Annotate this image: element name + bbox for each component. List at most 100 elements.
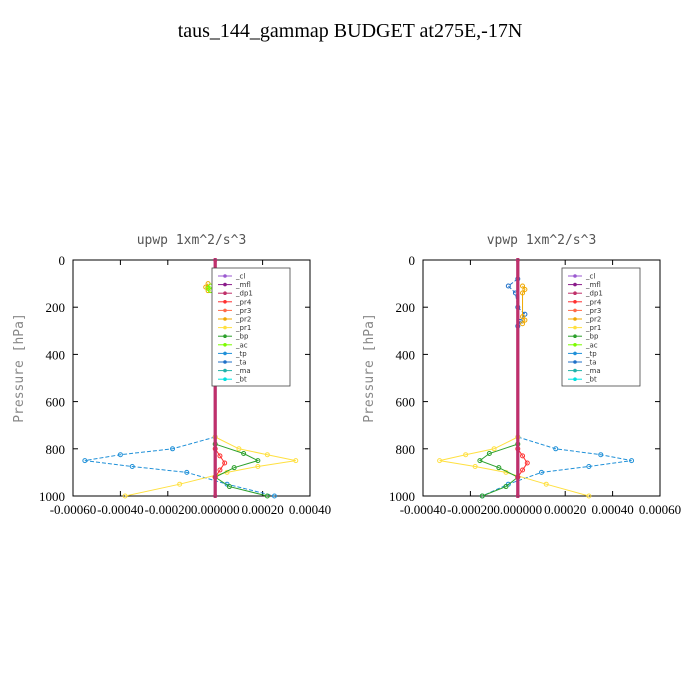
legend-marker: [223, 282, 227, 287]
legend-label: _pr2: [585, 316, 601, 324]
legend-marker: [223, 334, 227, 339]
legend-label: _bp: [235, 333, 249, 341]
data-point-pr2: [520, 314, 526, 320]
legend-label: _bt: [585, 376, 597, 384]
data-point-bp: [496, 465, 502, 471]
data-point-bp: [231, 465, 237, 471]
legend-marker: [573, 308, 577, 313]
data-point-tp: [184, 469, 190, 475]
legend-label: _cl: [235, 273, 245, 281]
legend-label: _pr4: [585, 298, 602, 306]
legend-label: _tp: [585, 350, 597, 358]
data-point-pr2: [520, 290, 526, 296]
plot-frame: [72, 259, 311, 497]
data-point-tp: [586, 464, 592, 469]
x-tick-label: 0.00020: [241, 502, 283, 517]
legend-label: _pr2: [235, 316, 251, 324]
data-point-pr2: [520, 283, 526, 289]
legend-label: _pr1: [585, 324, 601, 332]
y-tick-label: 0: [59, 253, 66, 268]
series-line-bp: [478, 443, 519, 497]
legend-label: _bp: [585, 333, 599, 341]
x-tick-label: 0.00040: [289, 502, 331, 517]
legend-label: _tp: [235, 350, 247, 358]
legend-marker: [573, 368, 577, 373]
x-tick-label: 0.00020: [544, 502, 586, 517]
y-axis-label: Pressure [hPa]: [12, 313, 27, 423]
series-line-pr1: [125, 436, 296, 497]
legend-marker: [573, 351, 577, 356]
series-line-pr4: [214, 448, 226, 478]
legend-marker: [573, 360, 577, 364]
legend-marker: [573, 377, 577, 382]
legend-label: _cl: [585, 273, 595, 281]
data-point-tp: [553, 446, 559, 452]
legend-marker: [573, 343, 577, 347]
y-tick-label: 800: [396, 442, 416, 457]
data-point-pr2: [203, 284, 209, 290]
data-point-pr4: [222, 460, 228, 466]
data-point-bp: [255, 458, 261, 464]
data-point-tp: [170, 446, 176, 452]
x-tick-label: -0.00040: [97, 502, 144, 517]
data-point-pr4: [217, 467, 223, 473]
legend-marker: [223, 300, 227, 304]
legend-marker: [223, 343, 227, 347]
legend-label: _ma: [235, 367, 251, 375]
legend-label: _pr1: [235, 324, 251, 332]
data-point-bp: [503, 484, 509, 490]
legend-marker: [573, 291, 577, 296]
data-point-dp1: [213, 494, 218, 498]
legend-marker: [223, 325, 227, 330]
data-point-bp: [226, 484, 232, 490]
x-tick-label: 0.00040: [591, 502, 633, 517]
y-tick-label: 800: [46, 442, 66, 457]
x-tick-label: -0.00020: [145, 502, 192, 517]
legend-label: _ac: [235, 341, 248, 349]
data-point-tp: [629, 458, 635, 464]
legend-marker: [223, 360, 227, 364]
y-tick-label: 200: [46, 300, 66, 315]
legend-label: _ac: [585, 341, 598, 349]
data-point-tp: [117, 452, 123, 458]
legend-marker: [223, 317, 227, 321]
legend-label: _dp1: [235, 290, 253, 298]
x-tick-label: 0.000000: [191, 502, 240, 517]
data-point-ta: [522, 311, 528, 317]
legend-label: _pr4: [235, 298, 252, 306]
y-tick-label: 1000: [389, 489, 415, 504]
legend-marker: [223, 377, 227, 382]
legend-marker: [573, 274, 577, 278]
x-tick-label: -0.00020: [447, 502, 494, 517]
series-line-pr2: [205, 283, 209, 291]
data-point-tp: [82, 458, 88, 464]
legend-label: _ma: [585, 367, 601, 375]
series-line-tp: [84, 436, 275, 497]
legend-marker: [223, 368, 227, 373]
data-point-pr1: [255, 464, 261, 469]
data-point-pr1: [491, 446, 497, 452]
series-line-bp: [214, 443, 268, 497]
legend-label: _pr3: [235, 307, 251, 315]
legend-marker: [573, 325, 577, 330]
legend-marker: [223, 351, 227, 356]
legend-label: _mfl: [235, 281, 251, 289]
data-point-bp: [241, 451, 247, 457]
chart-panel-2: vpwp 1xm^2/s^3 Pressure [hPa] -0.00040 -0.0…: [362, 233, 681, 517]
y-tick-label: 200: [396, 300, 416, 315]
y-axis-label: Pressure [hPa]: [362, 313, 377, 423]
data-point-dp1: [213, 258, 218, 262]
legend-marker: [573, 334, 577, 339]
legend-marker: [223, 291, 227, 296]
data-point-pr1: [177, 481, 183, 487]
legend-marker: [573, 282, 577, 287]
legend-label: _mfl: [585, 281, 601, 289]
y-tick-label: 400: [396, 347, 416, 362]
page-title: taus_144_gammap BUDGET at275E,-17N: [177, 20, 523, 42]
panel-title: upwp 1xm^2/s^3: [137, 233, 247, 248]
data-point-pr4: [217, 453, 223, 459]
series-line-pr4: [517, 448, 528, 478]
data-point-bp: [264, 493, 270, 499]
